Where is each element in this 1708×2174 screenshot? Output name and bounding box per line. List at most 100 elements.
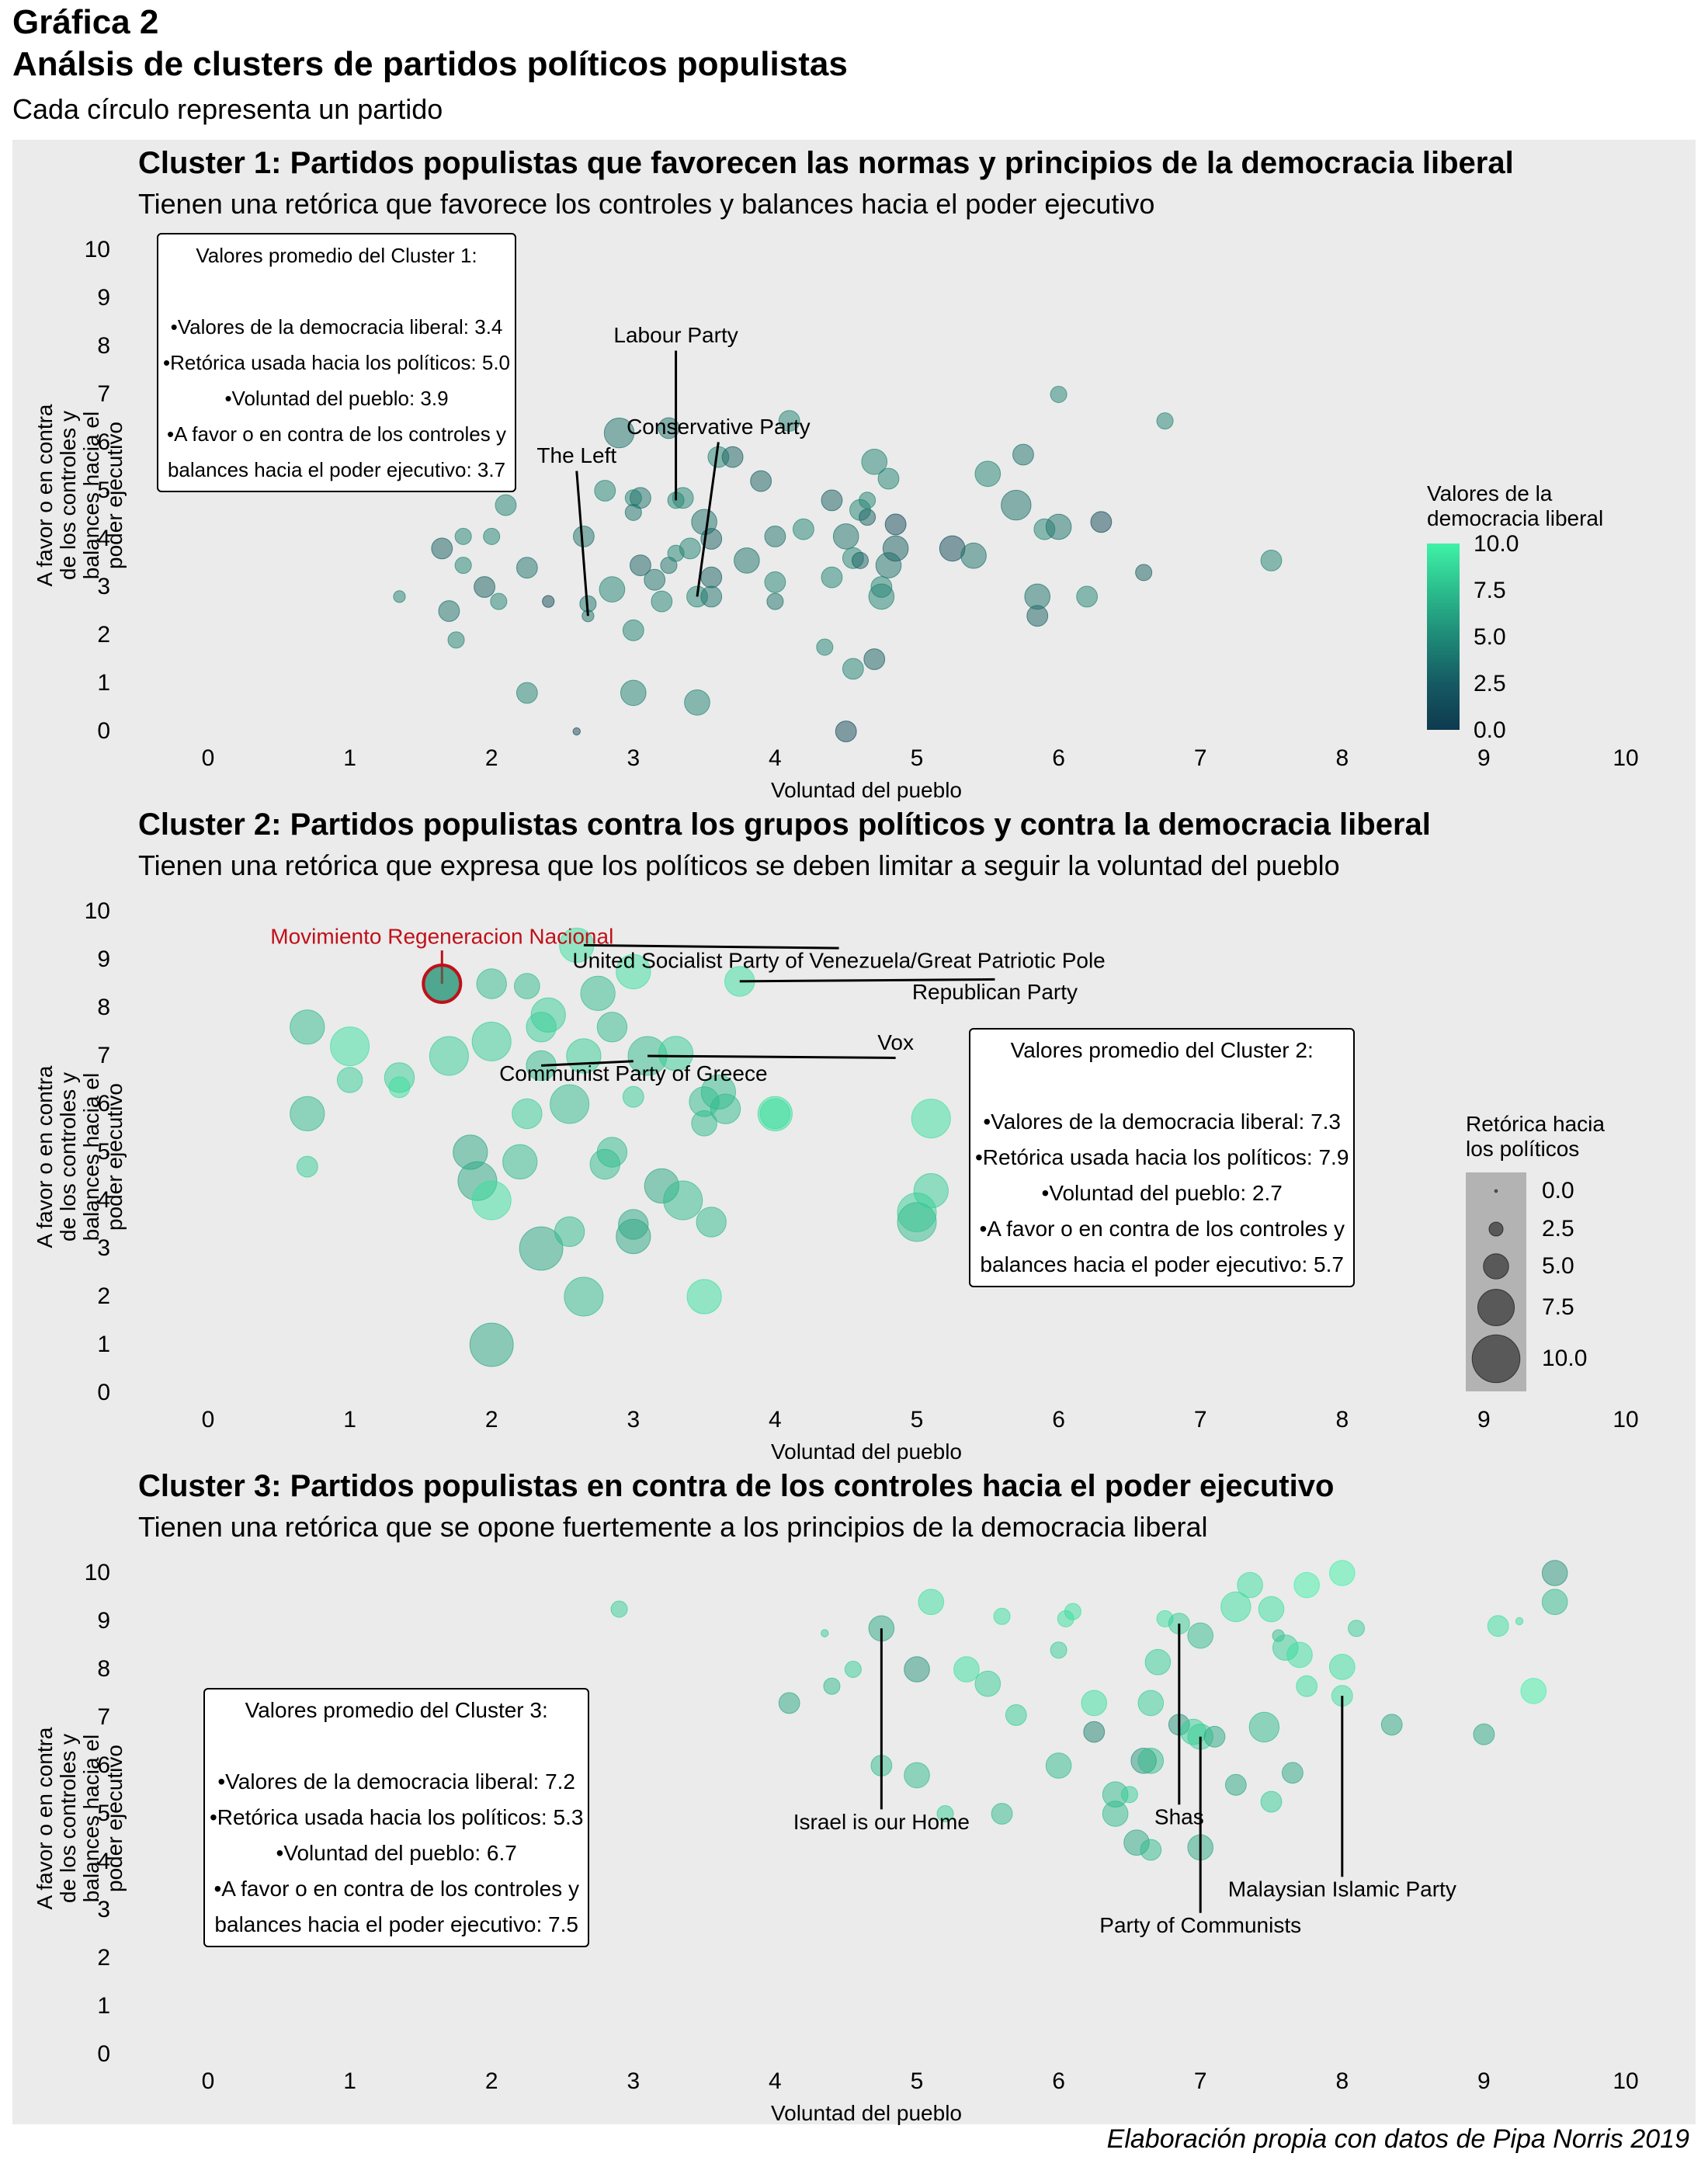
y-tick-label: 10 (84, 237, 110, 262)
y-tick-label: 2 (97, 1945, 110, 1971)
x-tick-label: 6 (1052, 745, 1065, 771)
party-point (1286, 1641, 1313, 1669)
party-point (469, 1322, 514, 1367)
y-tick-label: 6 (97, 429, 110, 455)
cluster-2-title: Cluster 2: Partidos populistas contra lo… (138, 807, 1431, 842)
colorbar-label: 10.0 (1474, 531, 1519, 557)
x-tick-label: 8 (1335, 1407, 1349, 1433)
y-tick-label: 5 (97, 1801, 110, 1826)
x-tick-label: 10 (1613, 745, 1639, 771)
x-tick-label: 10 (1613, 2068, 1639, 2094)
party-point (1224, 1773, 1247, 1796)
cluster-2-legend-title: Retórica hacia los políticos (1466, 1112, 1605, 1161)
x-tick-label: 2 (484, 745, 498, 771)
party-point (542, 595, 555, 608)
colorbar-label: 5.0 (1474, 624, 1506, 650)
x-tick-label: 8 (1335, 2068, 1349, 2094)
party-point (897, 1202, 937, 1242)
cluster-3-x-axis-label: Voluntad del pueblo (771, 2101, 962, 2125)
party-point (516, 557, 538, 579)
party-point (974, 460, 1002, 488)
party-point (572, 727, 581, 736)
party-point (1260, 1790, 1283, 1813)
party-point (974, 1670, 1002, 1697)
y-tick-label: 1 (97, 1993, 110, 2019)
x-tick-label: 9 (1477, 745, 1491, 771)
x-tick-label: 3 (627, 745, 640, 771)
party-point (904, 1762, 930, 1789)
party-point (863, 648, 886, 670)
party-point (550, 1084, 590, 1124)
party-point (454, 527, 472, 545)
party-point (616, 953, 651, 990)
party-point (388, 1076, 411, 1099)
annotation-label: Shas (1154, 1805, 1204, 1829)
party-point (684, 689, 710, 716)
size-legend-label: 10.0 (1542, 1346, 1588, 1371)
party-point (1541, 1560, 1568, 1586)
party-point (596, 1012, 628, 1043)
party-point (1487, 1615, 1509, 1637)
size-legend-label: 5.0 (1542, 1253, 1574, 1279)
party-point (1541, 1589, 1568, 1615)
y-tick-label: 2 (97, 1283, 110, 1309)
size-legend-circles (1471, 1189, 1521, 1384)
annotation-label: Labour Party (613, 323, 738, 347)
party-point (658, 1036, 694, 1071)
x-tick-label: 2 (484, 1407, 498, 1433)
party-point (564, 1276, 604, 1317)
party-point (816, 638, 834, 656)
x-tick-label: 4 (769, 745, 782, 771)
party-point (991, 1803, 1013, 1825)
party-point (953, 1656, 980, 1683)
annotation-leader-line (541, 1060, 634, 1067)
party-point (622, 619, 644, 641)
party-point (1135, 564, 1153, 582)
y-tick-label: 3 (97, 1235, 110, 1261)
y-tick-label: 6 (97, 1091, 110, 1117)
figure-label: Gráfica 2 (12, 3, 159, 41)
size-legend-circle (1483, 1253, 1509, 1280)
party-point (1045, 1752, 1072, 1779)
party-point (1137, 1690, 1165, 1717)
party-point (483, 527, 501, 545)
party-point (1090, 511, 1113, 533)
colorbar-label: 2.5 (1474, 671, 1506, 696)
party-point (882, 535, 909, 562)
party-point (393, 590, 406, 603)
party-point (610, 1600, 628, 1618)
cluster-1-x-axis-label: Voluntad del pueblo (771, 778, 962, 802)
y-tick-label: 0 (97, 2041, 110, 2067)
party-point (823, 1677, 841, 1695)
x-tick-label: 1 (343, 1407, 356, 1433)
party-point (495, 494, 517, 516)
party-point (599, 576, 626, 603)
party-point (842, 658, 864, 680)
party-point (1064, 1603, 1081, 1620)
party-point (620, 679, 647, 707)
party-point (630, 554, 651, 576)
party-point (1248, 1711, 1280, 1743)
size-legend-circle (1494, 1189, 1498, 1193)
x-tick-label: 1 (343, 745, 356, 771)
party-point (336, 1067, 363, 1093)
cluster-1-legend-title: Valores de la democracia liberal (1427, 481, 1604, 530)
size-legend-label: 7.5 (1542, 1294, 1574, 1320)
annotation-label: The Left (536, 443, 616, 467)
figure-title: Análsis de clusters de partidos político… (12, 45, 848, 83)
party-point (1473, 1723, 1495, 1745)
party-point (1258, 1596, 1285, 1623)
party-point (1203, 1725, 1226, 1748)
cluster-3-plot: Israel is our Home Shas Party of Communist… (610, 1560, 1568, 1937)
party-point (686, 1279, 722, 1314)
size-legend-circle (1477, 1288, 1515, 1327)
party-point (290, 1096, 325, 1131)
party-point (1187, 1622, 1213, 1649)
x-tick-label: 0 (201, 1407, 215, 1433)
party-point (1296, 1675, 1318, 1697)
party-point (438, 600, 460, 622)
y-tick-label: 6 (97, 1752, 110, 1778)
party-point (290, 1009, 325, 1045)
party-point (868, 583, 895, 610)
party-point (710, 1093, 741, 1124)
